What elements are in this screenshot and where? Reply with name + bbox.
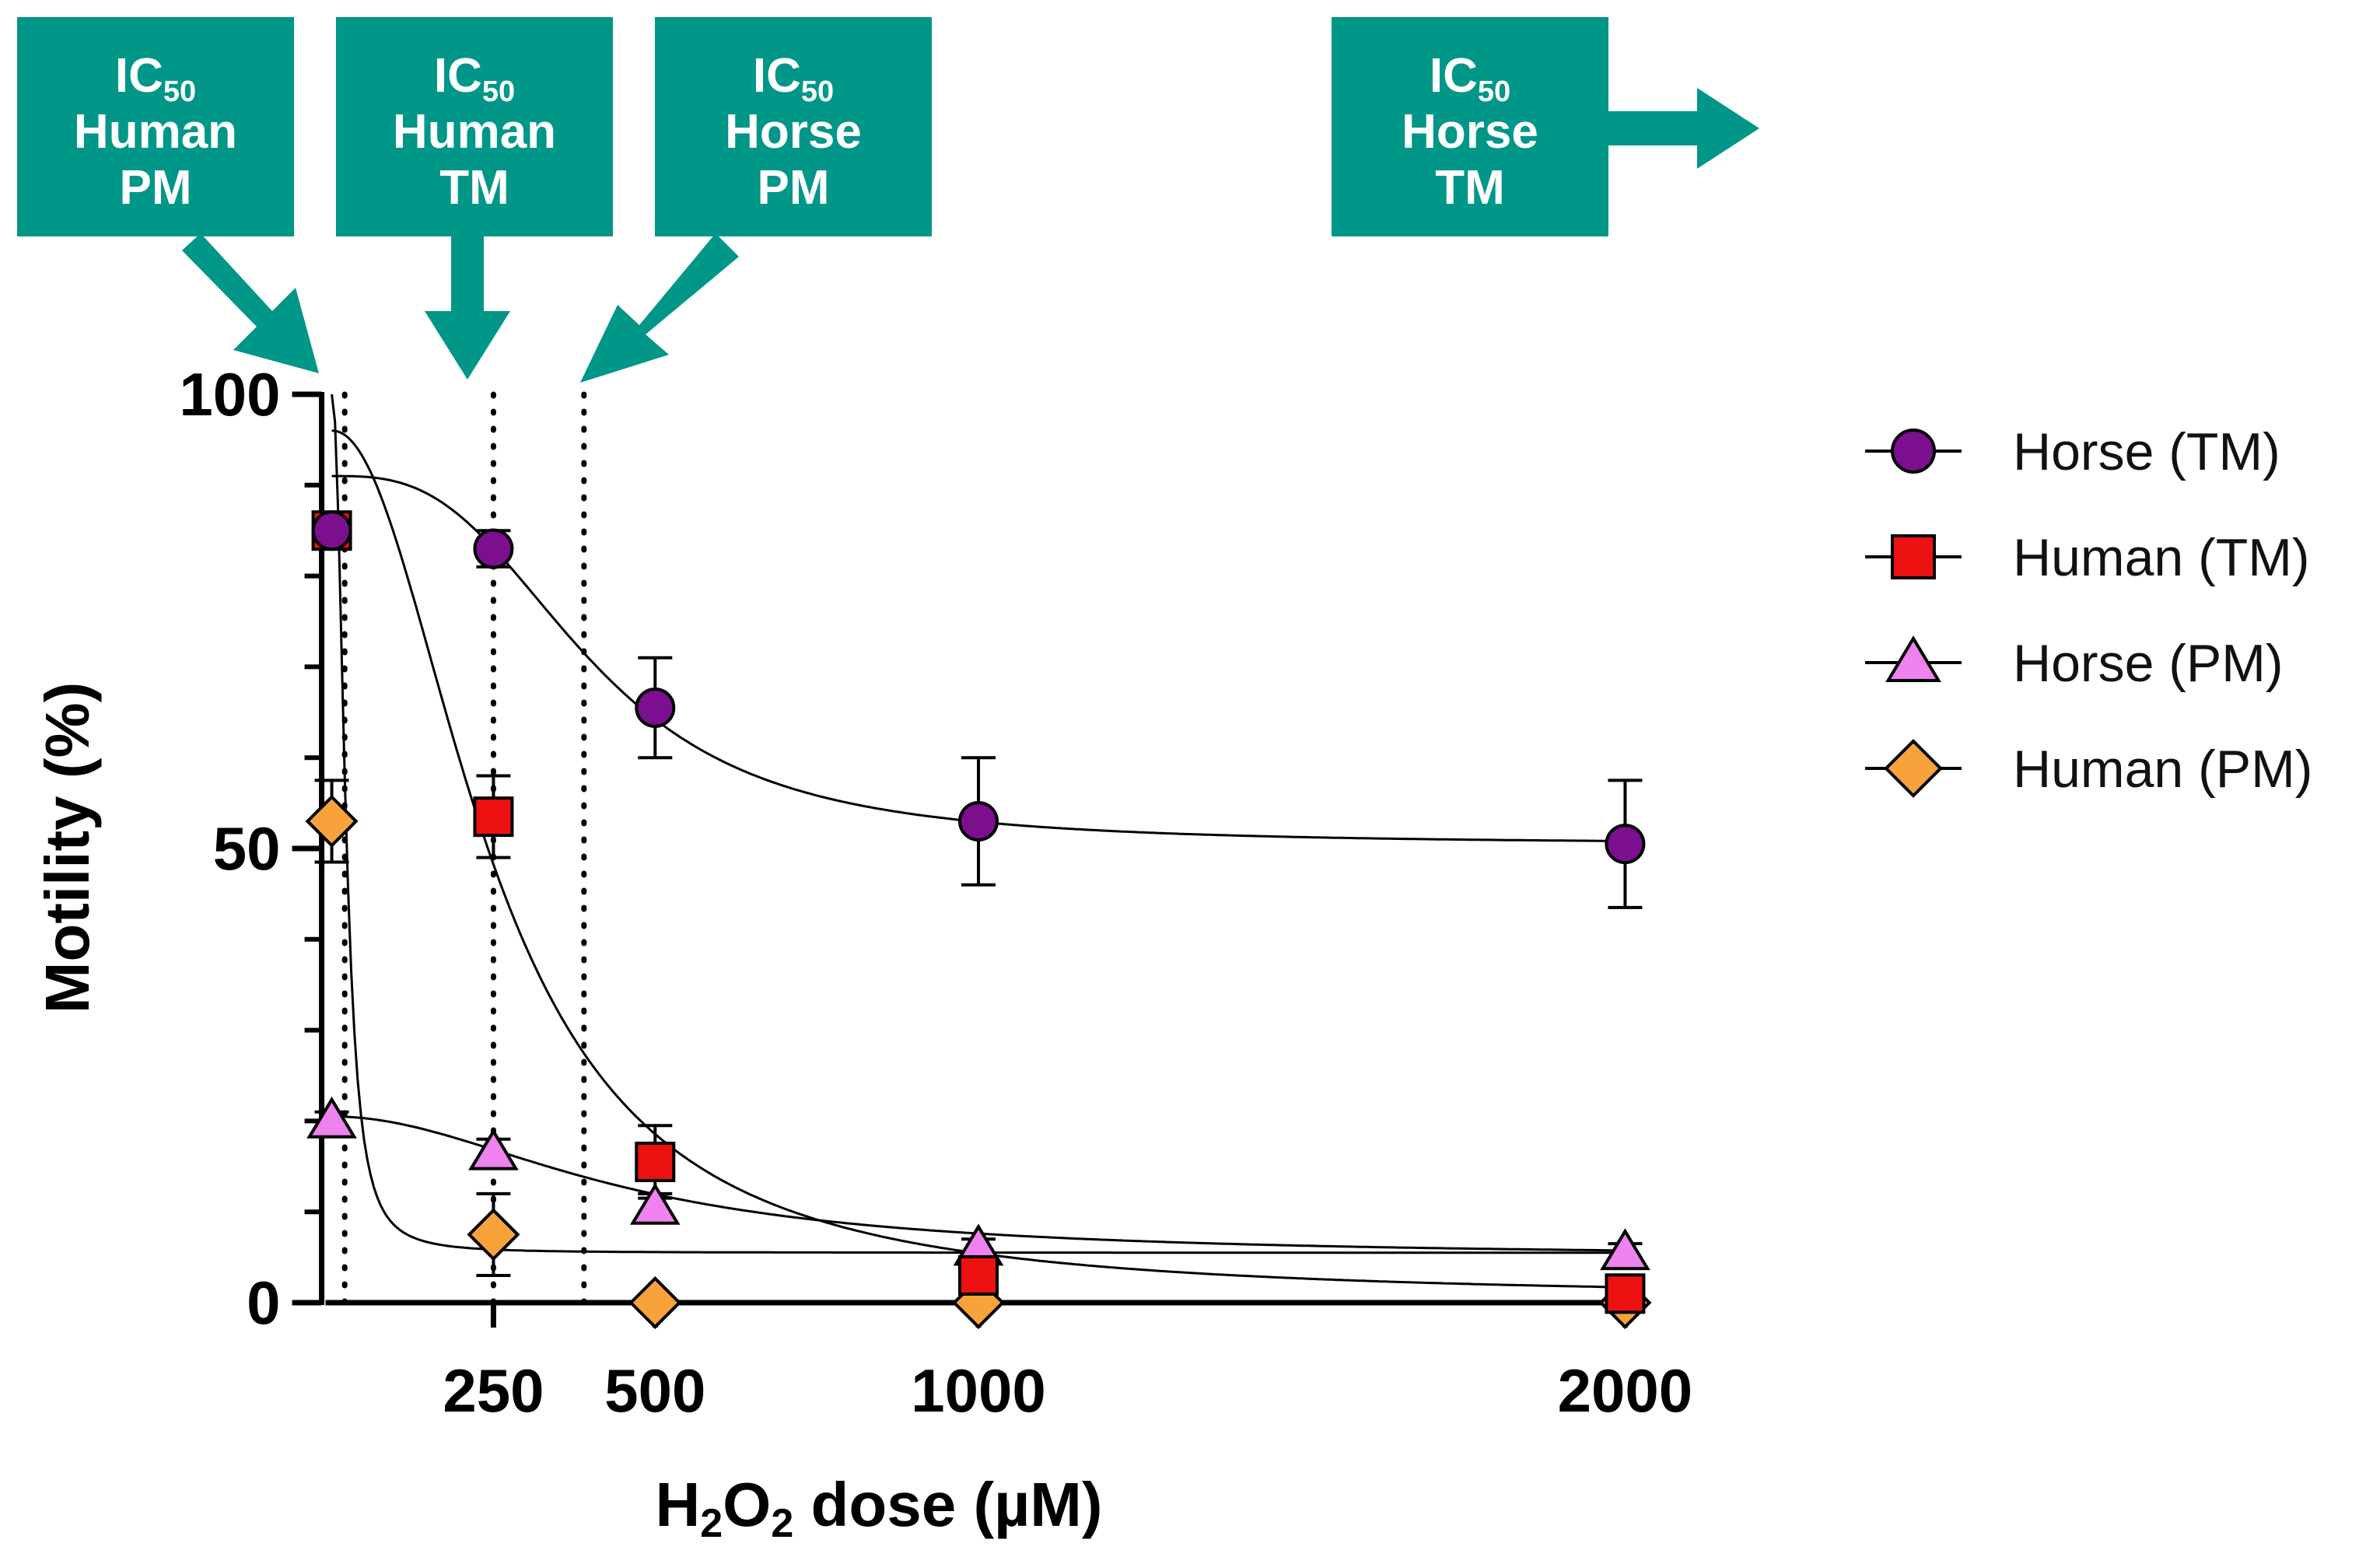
data-point-human-tm [635, 1141, 676, 1182]
ic50-box-human-pm [17, 17, 294, 236]
x-tick-label: 500 [604, 1356, 705, 1425]
ic50-label-horse-tm-line1: IC50 [1430, 49, 1510, 108]
legend-label-human-tm: Human (TM) [2013, 528, 2310, 587]
ic50-label-human-tm-line1: IC50 [434, 49, 515, 108]
ic50-annotation-horse-tm: IC50 Horse TM [1332, 17, 1759, 236]
data-point-horse-tm [958, 800, 999, 841]
data-point-horse-tm [635, 687, 676, 728]
legend-label-human-pm: Human (PM) [2013, 740, 2312, 799]
data-point-human-tm [473, 796, 514, 838]
ic50-label-human-pm-line3: PM [120, 161, 192, 215]
ic50-arrow-human-pm [182, 233, 319, 373]
ic50-annotation-human-tm: IC50 Human TM [336, 17, 613, 380]
data-point-human-tm [958, 1254, 999, 1296]
data-point-horse-pm [306, 1096, 357, 1139]
ic50-annotations: IC50 Human PM IC50 Human TM IC50 Horse P… [17, 17, 1759, 383]
ic50-arrow-horse-tm [1605, 88, 1759, 169]
ic50-box-human-tm [336, 17, 613, 236]
data-point-human-pm [305, 794, 359, 848]
legend-label-horse-pm: Horse (PM) [2013, 634, 2284, 693]
ic50-arrow-horse-pm [580, 233, 739, 383]
ic50-box-horse-tm [1332, 17, 1608, 236]
x-tick-label: 1000 [911, 1356, 1046, 1425]
data-markers [305, 510, 1652, 1330]
data-point-horse-tm [1605, 824, 1646, 865]
ic50-annotation-horse-pm: IC50 Horse PM [580, 17, 932, 383]
ic50-label-horse-tm-line3: TM [1435, 161, 1505, 215]
legend-marker-horse-pm [1885, 635, 1941, 682]
ic50-box-horse-pm [655, 17, 932, 236]
y-tick-label: 100 [179, 360, 280, 429]
data-point-horse-tm [473, 528, 514, 569]
data-point-horse-pm [1600, 1228, 1650, 1271]
ic50-label-human-pm-line1: IC50 [115, 49, 196, 108]
legend-marker-human-tm [1891, 534, 1936, 579]
x-tick-label: 250 [443, 1356, 544, 1425]
legend: Horse (TM) Human (TM) Horse (PM) Human (PM) [1865, 422, 2312, 799]
ic50-annotation-human-pm: IC50 Human PM [17, 17, 319, 373]
data-point-human-pm [628, 1275, 682, 1330]
x-axis-title: H2O2 dose (µM) [655, 1470, 1102, 1546]
x-tick-label: 2000 [1558, 1356, 1693, 1425]
y-axis-title: Motility (%) [33, 682, 102, 1014]
ic50-label-human-tm-line3: TM [439, 161, 509, 215]
y-tick-label: 50 [213, 814, 281, 883]
data-point-human-pm [467, 1208, 520, 1261]
legend-marker-human-pm [1884, 739, 1943, 798]
tick-labels: 0 50 100 250 500 1000 2000 [179, 360, 1692, 1425]
ic50-arrow-human-tm [425, 233, 510, 380]
ic50-label-human-tm-line2: Human [393, 105, 556, 159]
ic50-label-human-pm-line2: Human [74, 105, 237, 159]
ic50-label-horse-pm-line2: Horse [725, 105, 862, 159]
y-tick-label: 0 [247, 1268, 280, 1337]
legend-label-horse-tm: Horse (TM) [2013, 422, 2280, 481]
ic50-label-horse-tm-line2: Horse [1402, 105, 1538, 159]
data-point-human-tm [1605, 1273, 1646, 1314]
ic50-label-horse-pm-line1: IC50 [753, 49, 834, 108]
data-point-horse-pm [629, 1182, 681, 1225]
error-bars [314, 510, 1643, 1291]
ic50-label-horse-pm-line3: PM [758, 161, 830, 215]
data-point-horse-pm [468, 1128, 519, 1170]
data-point-horse-tm [311, 510, 352, 551]
legend-marker-horse-tm [1891, 429, 1936, 474]
